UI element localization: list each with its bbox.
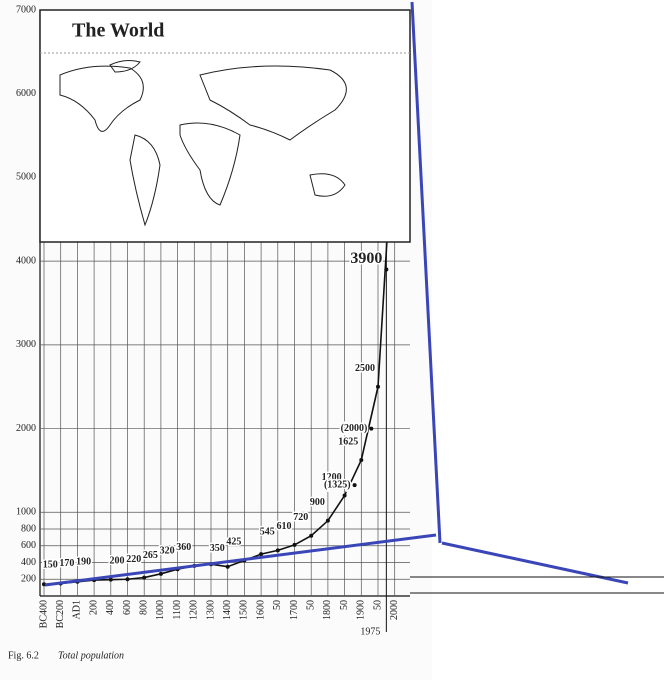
y-tick-label: 6000 [16,88,36,99]
x-tick-label: 800 [138,600,149,615]
data-label: 425 [226,537,241,548]
x-tick-label: AD1 [72,600,83,619]
data-point [325,518,330,523]
x-tick-label: 2000 [389,600,400,620]
extra-label: (2000) [341,423,368,434]
data-label: 150 [43,560,58,571]
y-tick-label: 2000 [16,423,36,434]
x-tick-label: 1200 [189,600,200,620]
y-tick-label: 800 [21,523,36,534]
data-label: 1625 [338,436,358,447]
data-point [359,457,364,462]
data-point [142,575,147,580]
extra-label: 3900 [350,250,382,267]
x-tick-label: 1900 [356,600,367,620]
y-tick-label: 7000 [16,4,36,15]
x-tick-label: 200 [88,600,99,615]
data-label: 2500 [355,363,375,374]
y-tick-label: 200 [21,574,36,585]
data-point [292,542,297,547]
data-label: 265 [143,550,158,561]
x-tick-label: 1500 [239,600,250,620]
data-point [108,577,113,582]
marker-label: 1975 [360,626,380,637]
data-point [376,384,380,389]
y-tick-label: 3000 [16,339,36,350]
data-label: 545 [260,527,275,538]
data-label: 360 [176,542,191,553]
x-tick-label: 400 [105,600,116,615]
y-tick-label: 4000 [16,255,36,266]
data-point [158,571,163,576]
x-tick-label: 1100 [172,600,183,620]
data-label: 610 [277,521,292,532]
data-label: 320 [160,546,175,557]
caption-text: Total population [58,650,124,661]
data-label: 170 [59,558,74,569]
data-label: 720 [293,512,308,523]
x-tick-label: 1000 [155,600,166,620]
data-point [342,493,347,498]
data-label: 1200 [322,472,342,483]
extra-point [352,483,357,488]
y-tick-label: 600 [21,540,36,551]
population-line [43,114,396,586]
y-tick-label: 1000 [16,507,36,518]
x-tick-label: 600 [122,600,133,615]
extra-point [369,426,374,431]
data-label: 200 [110,556,125,567]
y-tick-label: 400 [21,557,36,568]
x-tick-label: 1400 [222,600,233,620]
plot-area: 200 400 600 800 1000 2000 3000 4000 5000 6000 7000… [16,4,410,637]
data-label: 350 [210,543,225,554]
x-tick-label: 1700 [289,600,300,620]
world-map [59,60,347,227]
x-tick-label: 50 [305,600,316,610]
chart-title: The World [72,20,164,42]
extra-label: (1325) [324,479,351,490]
data-point [259,552,264,557]
annotation-strokes [44,1,629,587]
x-tick-label: 1300 [205,600,216,620]
caption: Fig. 6.2 [8,650,39,661]
data-point [125,577,130,582]
y-tick-label: 5000 [16,172,36,183]
data-point [309,533,314,538]
data-label: 190 [76,556,91,567]
x-tick-label: 1800 [322,600,333,620]
data-point [225,564,230,569]
x-tick-label: BC400 [38,600,49,628]
data-label: 900 [310,497,325,508]
x-tick-label: 50 [372,600,383,610]
data-point [42,582,46,587]
data-point [275,548,280,553]
map-box [39,9,411,243]
x-tick-label: 50 [272,600,283,610]
x-tick-label: BC200 [55,600,66,628]
x-tick-label: 1600 [255,600,266,620]
data-label: 220 [126,554,141,565]
x-tick-label: 50 [339,600,350,610]
